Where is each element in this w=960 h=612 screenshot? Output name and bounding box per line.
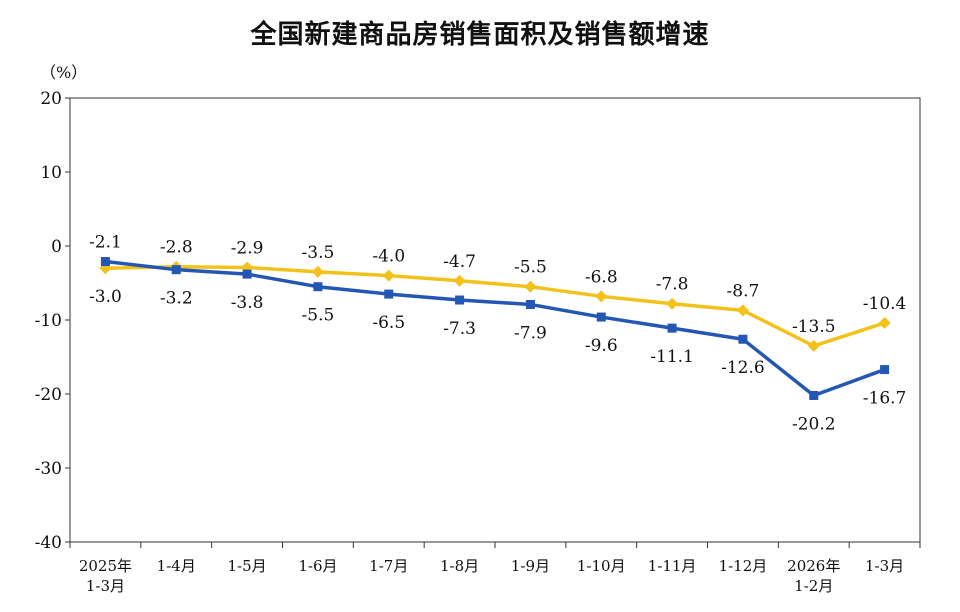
data-point-diamond [878,316,891,329]
data-label: -3.2 [160,289,193,309]
data-label: -7.8 [656,275,689,295]
data-point-square [455,295,465,305]
data-point-square [596,312,606,322]
data-label: -16.7 [863,389,907,409]
data-label: -3.0 [89,287,122,307]
data-label: -9.6 [585,336,618,356]
data-label: -6.8 [585,267,618,287]
data-label: -4.0 [372,247,405,267]
data-label: -11.1 [650,347,694,367]
y-axis-unit-label: （%） [40,63,87,82]
data-labels: -2.1 -3.0 -3.2 -2.8 -3.8 -2.9 -5.5 -3.5 -6.5 -4.0… [89,233,906,435]
series-line-diamond [105,264,886,348]
data-point-diamond [666,297,679,310]
chart-title: 全国新建商品房销售面积及销售额增速 [250,20,710,50]
x-tick-label: 1-8月 [440,557,479,575]
data-point-square [809,390,819,400]
data-label: -3.8 [231,293,264,313]
y-tick-label: 10 [40,163,62,183]
data-point-diamond [453,274,466,287]
data-label: -7.9 [514,323,547,343]
data-label: -7.3 [443,319,476,339]
x-axis-ticks: 2025年 1-3月 1-4月 1-5月 1-6月 1-7月 1-8月 1-9月 1-10月 1-… [69,542,921,595]
data-label: -2.9 [231,238,264,258]
data-label: -5.5 [302,306,335,326]
data-point-diamond [382,269,395,282]
series-layer [99,257,891,400]
data-point-diamond [807,339,820,352]
x-tick-label: 1-9月 [511,557,550,575]
data-label: -20.2 [792,414,836,434]
data-point-square [667,323,677,333]
x-tick-label: 1-2月 [794,577,833,595]
data-label: -2.8 [160,238,193,258]
x-tick-label: 1-6月 [298,557,337,575]
x-tick-label: 1-5月 [228,557,267,575]
data-point-diamond [311,265,324,278]
data-point-diamond [524,280,537,293]
data-point-square [171,265,181,275]
y-tick-label: 20 [40,89,62,109]
data-point-square [880,365,890,375]
x-tick-label: 1-12月 [719,557,768,575]
y-tick-label: -20 [35,385,62,405]
data-point-diamond [595,290,608,303]
x-tick-label: 1-4月 [157,557,196,575]
x-tick-label: 1-3月 [865,557,904,575]
data-point-square [384,289,394,299]
data-label: -12.6 [721,358,765,378]
data-label: -4.7 [443,252,476,272]
y-axis-ticks: 20 10 0 -10 -20 -30 -40 [35,89,70,553]
data-label: -6.5 [372,313,405,333]
series-line-square [105,259,886,398]
y-tick-label: -30 [35,459,62,479]
y-tick-label: -10 [35,311,62,331]
data-point-diamond [736,304,749,317]
data-label: -13.5 [792,317,836,337]
data-point-square [313,282,323,292]
data-label: -10.4 [863,294,907,314]
data-point-square [242,269,252,279]
x-tick-label: 1-10月 [577,557,626,575]
y-tick-label: 0 [51,237,62,257]
data-label: -2.1 [89,233,122,253]
data-point-square [100,257,110,267]
y-tick-label: -40 [35,533,62,553]
data-label: -3.5 [302,243,335,263]
data-label: -8.7 [727,281,760,301]
x-tick-label: 2025年 [79,557,132,575]
x-tick-label: 2026年 [787,557,840,575]
x-tick-label: 1-7月 [369,557,408,575]
x-tick-label: 1-3月 [86,577,125,595]
data-label: -5.5 [514,258,547,278]
data-point-square [525,299,535,309]
x-tick-label: 1-11月 [648,557,697,575]
data-point-square [738,334,748,344]
